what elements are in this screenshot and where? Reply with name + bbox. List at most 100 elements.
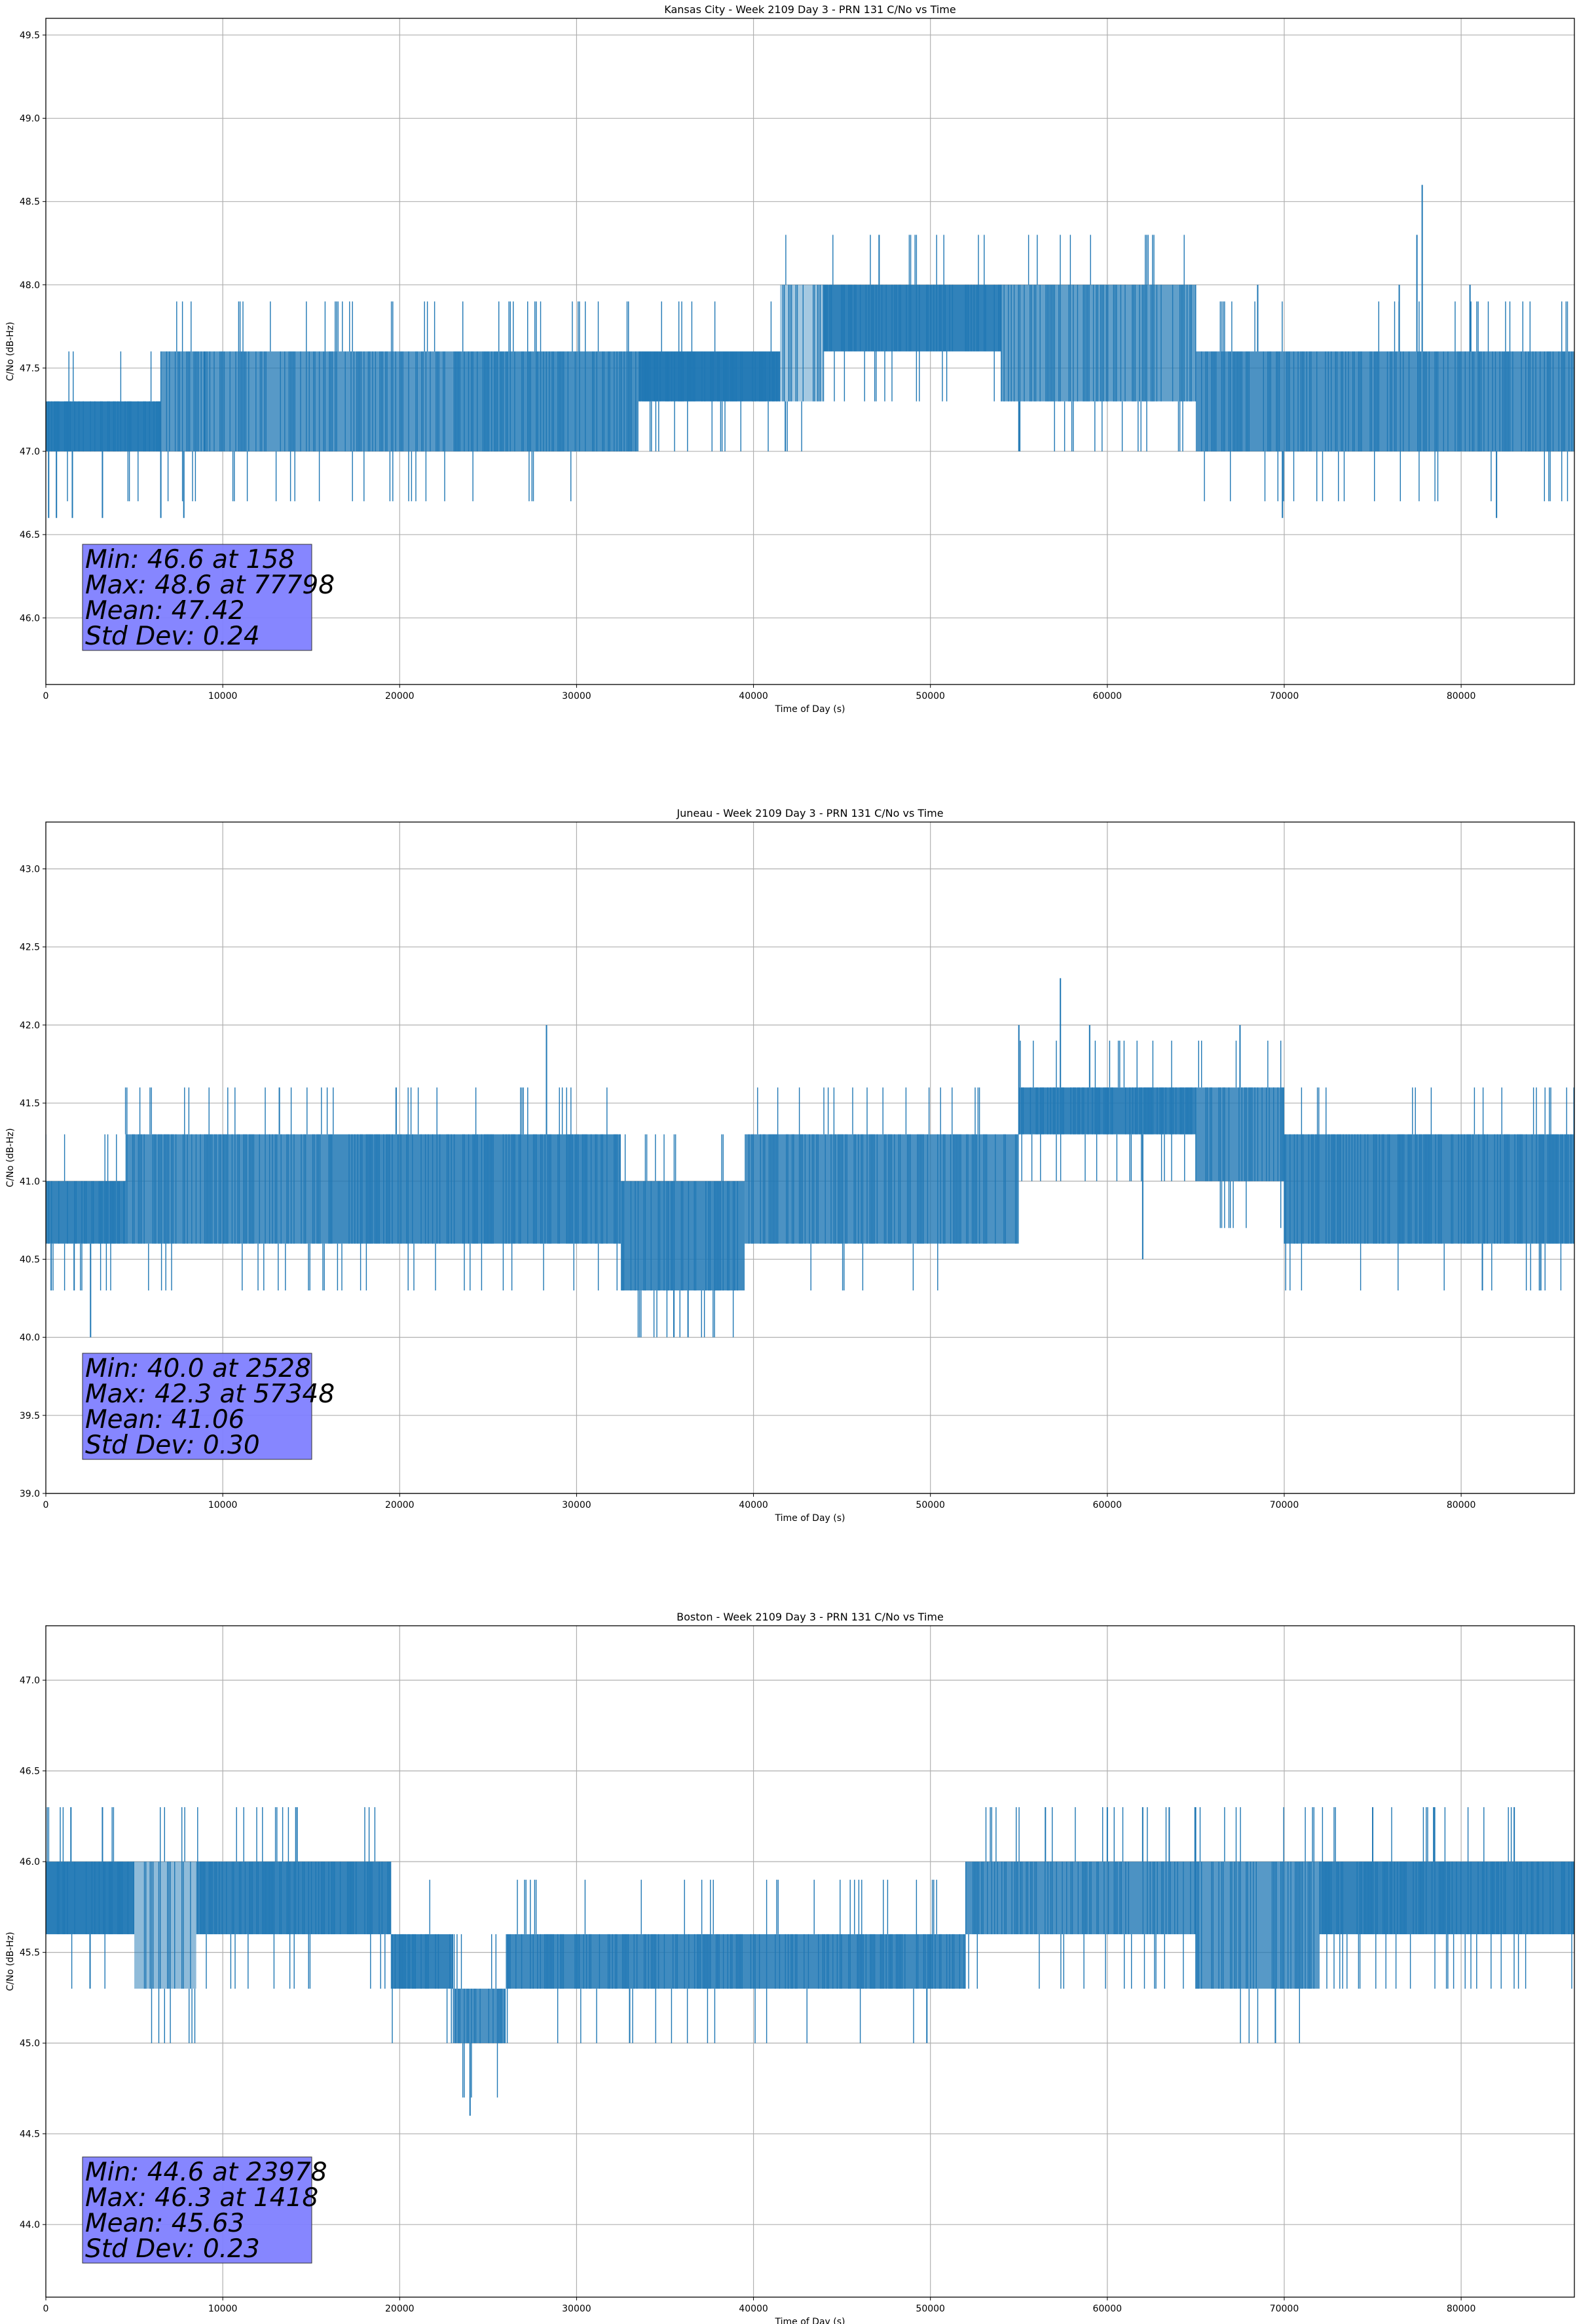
stats-box bbox=[82, 1353, 312, 1460]
data-band bbox=[1195, 1087, 1284, 1182]
x-axis-label: Time of Day (s) bbox=[775, 2317, 845, 2324]
y-tick-label: 47.0 bbox=[20, 447, 40, 457]
x-tick-label: 50000 bbox=[916, 691, 945, 702]
data-band bbox=[1320, 1862, 1574, 1934]
stats-line: Std Dev: 0.23 bbox=[85, 2234, 260, 2264]
y-tick-label: 49.5 bbox=[20, 30, 40, 41]
data-flicker bbox=[48, 234, 1572, 502]
chart-1: 0 10000 20000 30000 40000 50000 60000 70000 8000… bbox=[5, 807, 1575, 1524]
x-tick-label: 40000 bbox=[739, 691, 768, 702]
x-tick-label: 40000 bbox=[739, 2304, 768, 2314]
stats-line: Max: 48.6 at 77798 bbox=[85, 571, 335, 600]
x-tick-label: 0 bbox=[43, 2304, 49, 2314]
chart-title: Juneau - Week 2109 Day 3 - PRN 131 C/No … bbox=[676, 807, 943, 819]
stats-line: Max: 42.3 at 57348 bbox=[85, 1379, 335, 1409]
y-axis-label: C/No (dB-Hz) bbox=[5, 322, 16, 381]
data-band bbox=[745, 1134, 1019, 1244]
x-tick-label: 30000 bbox=[562, 2304, 591, 2314]
axes-frame bbox=[45, 1625, 1575, 2298]
y-tick-label: 48.5 bbox=[20, 197, 40, 208]
x-tick-label: 60000 bbox=[1093, 1500, 1122, 1510]
y-tick-label: 46.5 bbox=[20, 530, 40, 540]
data-band bbox=[824, 284, 1001, 352]
y-tick-label: 45.0 bbox=[20, 2038, 40, 2049]
y-axis-label: C/No (dB-Hz) bbox=[5, 1128, 16, 1187]
stats-line: Min: 40.0 at 2528 bbox=[85, 1354, 311, 1383]
data-flicker bbox=[46, 1807, 1574, 2098]
y-tick-label: 49.0 bbox=[20, 114, 40, 124]
x-tick-label: 20000 bbox=[385, 691, 415, 702]
x-tick-label: 80000 bbox=[1447, 1500, 1476, 1510]
x-tick-label: 80000 bbox=[1447, 691, 1476, 702]
x-axis-label: Time of Day (s) bbox=[775, 704, 845, 715]
x-tick-label: 40000 bbox=[739, 1500, 768, 1510]
series-line bbox=[46, 185, 1574, 518]
x-tick-label: 10000 bbox=[208, 691, 238, 702]
data-band bbox=[134, 1862, 196, 1989]
y-tick-label: 41.0 bbox=[20, 1176, 40, 1187]
y-tick-label: 39.5 bbox=[20, 1411, 40, 1421]
x-tick-label: 50000 bbox=[916, 1500, 945, 1510]
chart-title: Kansas City - Week 2109 Day 3 - PRN 131 … bbox=[664, 3, 955, 16]
stats-line: Std Dev: 0.30 bbox=[85, 1431, 260, 1460]
x-tick-label: 10000 bbox=[208, 1500, 238, 1510]
data-band bbox=[1018, 1087, 1196, 1134]
x-tick-label: 50000 bbox=[916, 2304, 945, 2314]
y-tick-label: 39.0 bbox=[20, 1489, 40, 1499]
stats-line: Min: 44.6 at 23978 bbox=[85, 2158, 327, 2187]
data-band bbox=[1195, 351, 1574, 452]
y-tick-label: 42.5 bbox=[20, 943, 40, 953]
y-tick-label: 46.0 bbox=[20, 1857, 40, 1867]
data-band bbox=[1001, 284, 1196, 402]
x-tick-label: 30000 bbox=[562, 1500, 591, 1510]
y-tick-label: 40.0 bbox=[20, 1333, 40, 1343]
y-tick-label: 44.5 bbox=[20, 2129, 40, 2140]
y-tick-label: 45.5 bbox=[20, 1948, 40, 1959]
x-tick-label: 0 bbox=[43, 691, 49, 702]
x-tick-label: 70000 bbox=[1270, 1500, 1299, 1510]
chart-0: 0 10000 20000 30000 40000 50000 60000 70000 8000… bbox=[5, 3, 1575, 715]
stats-line: Std Dev: 0.24 bbox=[85, 622, 260, 651]
data-band bbox=[638, 351, 781, 402]
stats-line: Mean: 47.42 bbox=[85, 596, 244, 626]
y-tick-label: 47.5 bbox=[20, 364, 40, 374]
y-tick-label: 48.0 bbox=[20, 280, 40, 291]
x-tick-label: 80000 bbox=[1447, 2304, 1476, 2314]
x-tick-label: 60000 bbox=[1093, 2304, 1122, 2314]
x-axis-label: Time of Day (s) bbox=[775, 1513, 845, 1524]
x-tick-label: 60000 bbox=[1093, 691, 1122, 702]
stats-box bbox=[82, 2156, 312, 2264]
y-tick-label: 42.0 bbox=[20, 1021, 40, 1031]
stats-box bbox=[82, 544, 312, 651]
chart-2: 0 10000 20000 30000 40000 50000 60000 70000 8000… bbox=[5, 1611, 1575, 2324]
data-band bbox=[125, 1134, 329, 1244]
chart-title: Boston - Week 2109 Day 3 - PRN 131 C/No … bbox=[677, 1611, 944, 1623]
y-axis-label: C/No (dB-Hz) bbox=[5, 1932, 16, 1991]
y-tick-label: 47.0 bbox=[20, 1676, 40, 1686]
y-tick-label: 46.0 bbox=[20, 613, 40, 624]
stats-line: Mean: 45.63 bbox=[85, 2209, 244, 2238]
x-tick-label: 0 bbox=[43, 1500, 49, 1510]
data-band bbox=[1284, 1134, 1574, 1244]
axes-frame bbox=[45, 18, 1575, 685]
data-band bbox=[453, 351, 639, 452]
stats-line: Min: 46.6 at 158 bbox=[85, 545, 295, 574]
stats-line: Max: 46.3 at 1418 bbox=[85, 2183, 318, 2213]
y-tick-label: 44.0 bbox=[20, 2220, 40, 2230]
data-band bbox=[390, 1934, 453, 1989]
axes-frame bbox=[45, 821, 1575, 1494]
data-flicker bbox=[46, 1040, 1574, 1338]
x-tick-label: 20000 bbox=[385, 1500, 415, 1510]
x-tick-label: 70000 bbox=[1270, 691, 1299, 702]
y-tick-label: 40.5 bbox=[20, 1254, 40, 1265]
series-line bbox=[46, 1807, 1574, 2116]
x-tick-label: 30000 bbox=[562, 691, 591, 702]
y-tick-label: 43.0 bbox=[20, 865, 40, 875]
data-band bbox=[196, 1862, 391, 1934]
x-tick-label: 70000 bbox=[1270, 2304, 1299, 2314]
y-tick-label: 41.5 bbox=[20, 1098, 40, 1109]
stats-line: Mean: 41.06 bbox=[85, 1405, 244, 1434]
y-tick-label: 46.5 bbox=[20, 1767, 40, 1777]
series-line bbox=[46, 978, 1574, 1338]
